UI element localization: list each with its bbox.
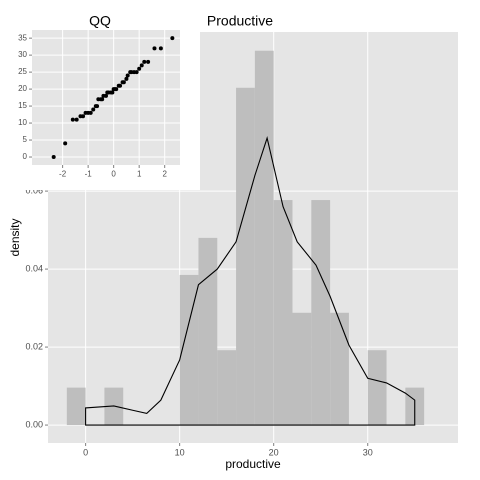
x-axis-label: productive bbox=[225, 457, 281, 471]
y-axis-label: density bbox=[8, 218, 22, 256]
point bbox=[70, 117, 75, 122]
bar bbox=[292, 312, 312, 426]
point bbox=[104, 93, 108, 98]
y-tick-label: 0.04 bbox=[25, 263, 43, 273]
bar bbox=[179, 274, 199, 426]
chart-title: QQ bbox=[89, 13, 111, 29]
point bbox=[81, 114, 86, 119]
y-tick-label: 0.06 bbox=[25, 185, 43, 195]
point bbox=[124, 76, 129, 81]
y-tick-label: 0.02 bbox=[25, 341, 43, 351]
x-tick-label: 30 bbox=[363, 448, 373, 458]
bar bbox=[66, 387, 86, 426]
point bbox=[74, 117, 79, 122]
point bbox=[170, 36, 175, 41]
point bbox=[139, 63, 144, 68]
y-tick-label: 20 bbox=[18, 84, 27, 93]
bar bbox=[254, 50, 274, 426]
y-tick-label: 30 bbox=[18, 50, 27, 59]
chart-title: Productive bbox=[207, 13, 273, 29]
bar bbox=[217, 350, 237, 426]
bar bbox=[330, 312, 349, 426]
x-tick-label: 0 bbox=[83, 448, 88, 458]
point bbox=[121, 80, 126, 85]
y-tick-label: 5 bbox=[23, 135, 28, 144]
point bbox=[146, 59, 151, 64]
point bbox=[137, 66, 142, 71]
point bbox=[142, 59, 147, 64]
point bbox=[125, 73, 130, 78]
y-tick-label: 0.00 bbox=[25, 419, 43, 429]
bar bbox=[198, 237, 218, 426]
point bbox=[91, 107, 96, 112]
bar bbox=[311, 200, 331, 426]
x-tick-label: 20 bbox=[269, 448, 279, 458]
x-tick-label: 10 bbox=[175, 448, 185, 458]
point bbox=[152, 46, 157, 51]
x-tick-label: 2 bbox=[162, 170, 167, 179]
y-tick-label: 0 bbox=[23, 152, 28, 161]
density-curve bbox=[85, 136, 416, 426]
x-tick-label: 0 bbox=[111, 170, 116, 179]
point bbox=[134, 70, 139, 75]
point bbox=[110, 90, 115, 95]
x-tick-label: 1 bbox=[137, 170, 142, 179]
point bbox=[114, 87, 119, 92]
y-tick-label: 15 bbox=[18, 101, 27, 110]
y-tick-label: 35 bbox=[18, 33, 27, 42]
y-tick-label: 10 bbox=[18, 118, 27, 127]
bar bbox=[367, 350, 387, 426]
x-tick-label: -1 bbox=[85, 170, 93, 179]
point bbox=[100, 97, 105, 102]
y-tick-label: 25 bbox=[18, 67, 27, 76]
point bbox=[95, 104, 100, 109]
x-tick-label: -2 bbox=[59, 170, 67, 179]
point bbox=[63, 141, 68, 146]
point bbox=[158, 46, 163, 51]
point bbox=[118, 83, 123, 88]
bar bbox=[273, 200, 293, 426]
point bbox=[88, 110, 93, 115]
point bbox=[51, 155, 56, 160]
bar bbox=[236, 87, 255, 426]
